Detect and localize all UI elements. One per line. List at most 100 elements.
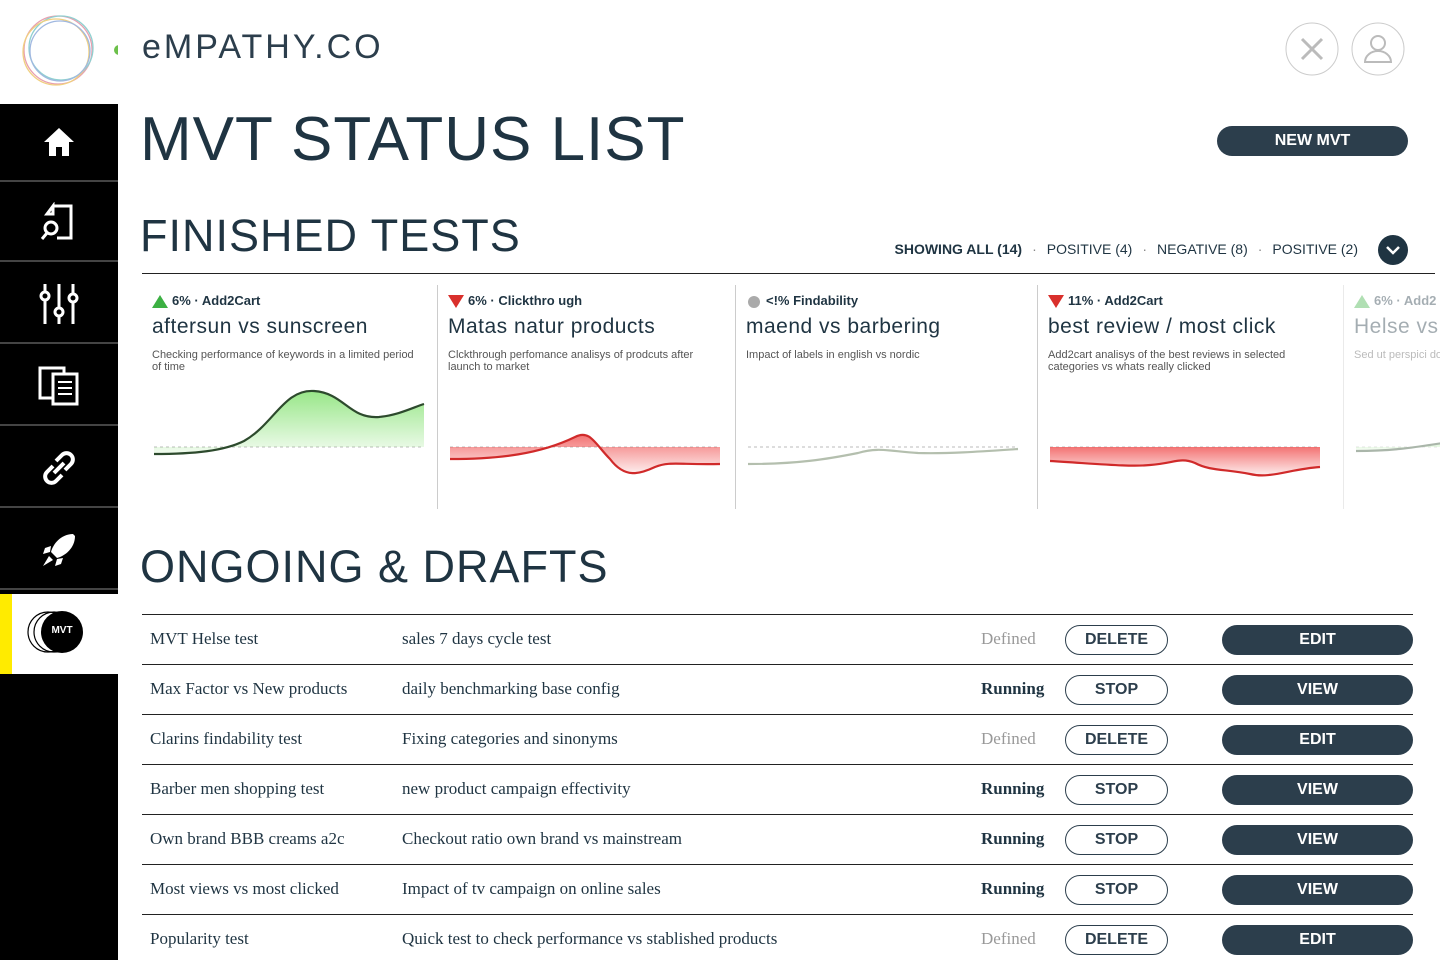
tools-button[interactable]	[1285, 22, 1339, 76]
test-name: Max Factor vs New products	[150, 679, 348, 698]
trend-icon	[1048, 294, 1064, 308]
test-description: daily benchmarking base config	[402, 679, 620, 698]
nav-settings[interactable]	[0, 266, 118, 344]
primary-button[interactable]: VIEW	[1222, 875, 1413, 905]
primary-button[interactable]: VIEW	[1222, 825, 1413, 855]
action-button[interactable]: DELETE	[1065, 725, 1168, 755]
filter-separator: ·	[1032, 241, 1037, 257]
primary-button[interactable]: EDIT	[1222, 625, 1413, 655]
primary-button[interactable]: EDIT	[1222, 725, 1413, 755]
card-badge: 11% · Add2Cart	[1048, 293, 1163, 308]
nav-launch[interactable]	[0, 512, 118, 590]
card-badge: 6% · Clickthro ugh	[448, 293, 582, 308]
sparkline	[1050, 446, 1321, 477]
test-card[interactable]: 6% · Add2Cart aftersun vs sunscreen Checki…	[142, 285, 442, 509]
card-title: best review / most click	[1048, 315, 1276, 338]
table-row: Own brand BBB creams a2c Checkout ratio o…	[142, 814, 1413, 864]
filter[interactable]: NEGATIVE (8)	[1156, 241, 1248, 257]
logo-mark	[22, 15, 124, 86]
trend-icon	[748, 295, 760, 308]
test-description: Fixing categories and sinonyms	[402, 729, 618, 748]
test-description: Impact of tv campaign on online sales	[402, 879, 661, 898]
page-title: MVT STATUS LIST	[140, 105, 686, 174]
test-status: Running	[981, 679, 1045, 698]
nav-search[interactable]	[0, 184, 118, 262]
nav-label: MVT	[51, 625, 73, 636]
card-badge: 6% · Add2Cart	[152, 293, 260, 308]
table-row: Barber men shopping test new product camp…	[142, 764, 1413, 814]
brand: eMPATHY.CO	[142, 28, 384, 66]
test-card[interactable]: 6% · Clickthro ugh Matas natur products Cl…	[437, 285, 737, 509]
test-name: Popularity test	[150, 929, 249, 948]
test-description: Checkout ratio own brand vs mainstream	[402, 829, 682, 848]
filters: SHOWING ALL (14) · POSITIVE (4) · NEGATIVE (…	[895, 241, 1359, 257]
badge-text: <!% Findability	[766, 293, 859, 308]
test-card[interactable]: 6% · Add2 Helse vs Sed ut perspici dorenqu…	[1343, 285, 1440, 509]
table-row: Popularity test Quick test to check perfo…	[142, 914, 1413, 964]
action-button[interactable]: DELETE	[1065, 625, 1168, 655]
card-title: maend vs barbering	[746, 315, 941, 338]
test-status: Defined	[981, 929, 1036, 948]
logo[interactable]	[0, 0, 124, 104]
card-description: Clckthrough perfomance analisys of prodc…	[448, 349, 694, 373]
trend-icon	[1354, 294, 1370, 308]
divider	[142, 273, 1435, 274]
action-button[interactable]: STOP	[1065, 675, 1168, 705]
card-description: Impact of labels in english vs nordic	[746, 349, 920, 361]
table-row: MVT Helse test sales 7 days cycle test Def…	[142, 614, 1413, 664]
badge-text: 6% · Add2	[1374, 293, 1437, 308]
test-status: Defined	[981, 729, 1036, 748]
primary-button[interactable]: EDIT	[1222, 925, 1413, 955]
sparkline	[748, 446, 1019, 466]
test-name: Most views vs most clicked	[150, 879, 339, 898]
nav-home[interactable]	[0, 104, 118, 182]
test-name: Clarins findability test	[150, 729, 303, 748]
card-description: Checking performance of keywords in a li…	[152, 349, 414, 373]
trend-icon	[152, 294, 168, 308]
test-description: sales 7 days cycle test	[402, 629, 552, 648]
table-row: Max Factor vs New products daily benchmar…	[142, 664, 1413, 714]
action-button[interactable]: STOP	[1065, 775, 1168, 805]
primary-button[interactable]: VIEW	[1222, 775, 1413, 805]
filter[interactable]: POSITIVE (4)	[1046, 241, 1133, 257]
primary-button[interactable]: VIEW	[1222, 675, 1413, 705]
test-name: MVT Helse test	[150, 629, 259, 648]
mvt-icon	[27, 611, 83, 653]
test-status: Running	[981, 829, 1045, 848]
nav-mvt-active[interactable]: MVT	[0, 594, 118, 674]
badge-text: 6% · Clickthro ugh	[468, 293, 583, 308]
active-indicator	[0, 594, 12, 674]
test-status: Defined	[981, 629, 1036, 648]
filter[interactable]: SHOWING ALL (14)	[894, 241, 1023, 257]
card-title: Helse vs	[1354, 315, 1439, 338]
card-title: Matas natur products	[448, 315, 656, 338]
action-button[interactable]: DELETE	[1065, 925, 1168, 955]
trend-icon	[448, 294, 464, 308]
new-mvt-button[interactable]: NEW MVT	[1217, 126, 1408, 156]
nav-links[interactable]	[0, 430, 118, 508]
card-title: aftersun vs sunscreen	[152, 315, 368, 338]
test-name: Own brand BBB creams a2c	[150, 829, 345, 848]
action-button[interactable]: STOP	[1065, 825, 1168, 855]
header-icons	[1285, 22, 1405, 76]
test-card[interactable]: <!% Findability maend vs barbering Impact …	[735, 285, 1035, 509]
test-description: new product campaign effectivity	[402, 779, 631, 798]
sparkline	[154, 389, 425, 456]
test-description: Quick test to check performance vs stabl…	[402, 929, 778, 948]
filter[interactable]: POSITIVE (2)	[1272, 241, 1358, 257]
test-name: Barber men shopping test	[150, 779, 325, 798]
section-title: ONGOING & DRAFTS	[140, 541, 609, 592]
test-status: Running	[981, 779, 1045, 798]
table-row: Most views vs most clicked Impact of tv c…	[142, 864, 1413, 914]
card-badge: 6% · Add2	[1354, 293, 1436, 308]
profile-button[interactable]	[1351, 22, 1405, 76]
nav-reports[interactable]	[0, 348, 118, 426]
action-button[interactable]: STOP	[1065, 875, 1168, 905]
filter-dropdown[interactable]	[1377, 234, 1409, 266]
card-description: Add2cart analisys of the best reviews in…	[1048, 349, 1286, 373]
test-card[interactable]: 11% · Add2Cart best review / most click Ad…	[1037, 285, 1337, 509]
section-title: FINISHED TESTS	[140, 210, 521, 261]
sparkline	[450, 433, 721, 475]
